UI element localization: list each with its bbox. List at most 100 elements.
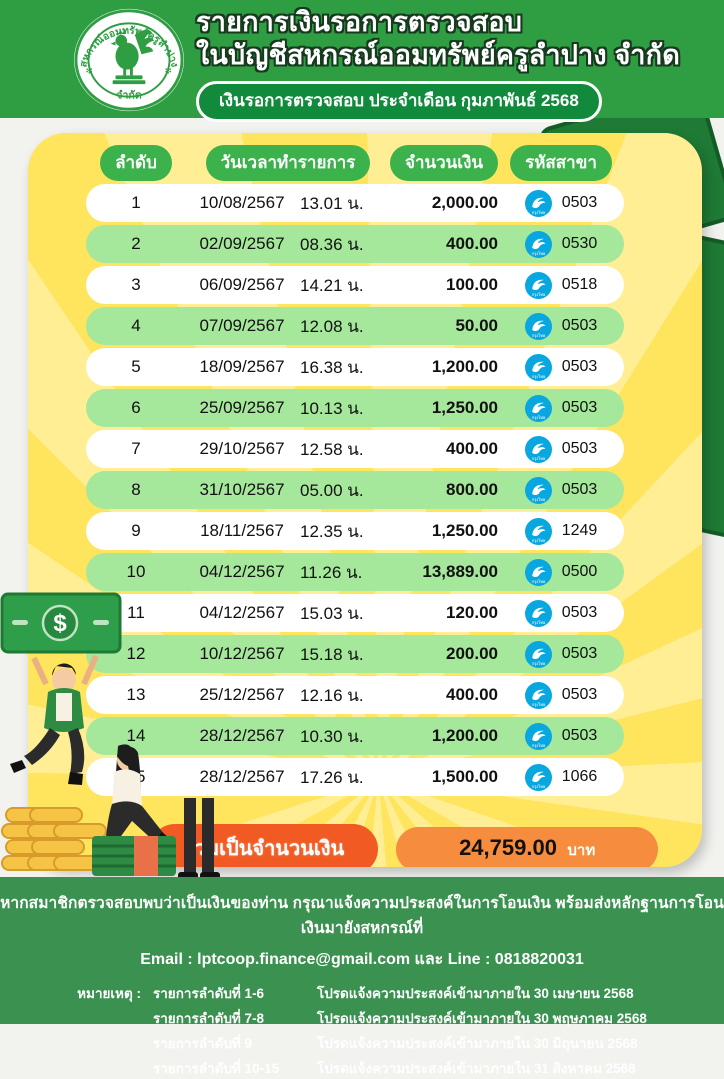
row-branch-code: 1249	[561, 522, 598, 539]
row-date: 28/12/2567	[199, 726, 285, 745]
row-branch-code: 0503	[561, 481, 598, 498]
row-amount: 400.00	[446, 234, 498, 253]
money-people-illustration: $	[0, 588, 240, 883]
note-range: รายการลำดับที่ 7-8	[152, 1011, 265, 1026]
row-branch-code: 0518	[561, 276, 598, 293]
note-deadline: โปรดแจ้งความประสงค์เข้ามาภายใน 30 พฤษภาค…	[316, 1011, 647, 1026]
transactions-table: ลำดับ วันเวลาทำรายการ จำนวนเงิน รหัสสาขา…	[86, 145, 624, 799]
row-time: 16.38 น.	[300, 357, 364, 377]
page-title-line2: ในบัญชีสหกรณ์ออมทรัพย์ครูลำปาง จำกัด	[196, 40, 680, 70]
table-row: 5 18/09/2567 16.38 น. 1,200.00 กรุงไทย 0…	[86, 348, 624, 386]
bank-label: กรุงไทย	[531, 661, 545, 667]
row-number: 11	[127, 603, 145, 622]
row-number: 8	[131, 480, 141, 499]
bank-label: กรุงไทย	[531, 374, 545, 380]
row-amount: 120.00	[446, 603, 498, 622]
row-number: 10	[126, 562, 146, 581]
table-row: 1 10/08/2567 13.01 น. 2,000.00 กรุงไทย 0…	[86, 184, 624, 222]
table-row: 13 25/12/2567 12.16 น. 400.00 กรุงไทย 05…	[86, 676, 624, 714]
row-branch-code: 0503	[561, 317, 598, 334]
row-time: 15.18 น.	[300, 644, 364, 664]
column-header-amount: จำนวนเงิน	[390, 145, 499, 181]
krungthai-bank-icon: กรุงไทย	[524, 476, 552, 504]
note-range: รายการลำดับที่ 1-6	[152, 986, 265, 1001]
krungthai-bank-icon: กรุงไทย	[524, 353, 552, 381]
row-time: 11.26 น.	[300, 562, 363, 582]
row-number: 13	[126, 685, 146, 704]
row-time: 12.58 น.	[300, 439, 364, 459]
footer: หากสมาชิกตรวจสอบพบว่าเป็นเงินของท่าน กรุ…	[0, 877, 724, 1076]
row-amount: 1,200.00	[431, 726, 498, 745]
note-range: รายการลำดับที่ 9	[152, 1036, 253, 1051]
row-number: 14	[126, 726, 146, 745]
table-row: 15 28/12/2567 17.26 น. 1,500.00 กรุงไทย …	[86, 758, 624, 796]
krungthai-bank-icon: กรุงไทย	[524, 435, 552, 463]
svg-text:$: $	[53, 610, 67, 637]
row-number: 7	[131, 439, 141, 458]
bank-label: กรุงไทย	[531, 702, 545, 708]
krungthai-bank-icon: กรุงไทย	[524, 722, 552, 750]
table-row: 11 04/12/2567 15.03 น. 120.00 กรุงไทย 05…	[86, 594, 624, 632]
row-branch-code: 0503	[561, 440, 598, 457]
krungthai-bank-icon: กรุงไทย	[524, 394, 552, 422]
row-date: 25/12/2567	[199, 685, 285, 704]
krungthai-bank-icon: กรุงไทย	[524, 189, 552, 217]
column-header-datetime: วันเวลาทำรายการ	[205, 145, 371, 181]
row-amount: 200.00	[446, 644, 498, 663]
row-date: 02/09/2567	[199, 234, 285, 253]
rooster-icon	[110, 29, 155, 85]
krungthai-bank-icon: กรุงไทย	[524, 599, 552, 627]
bank-label: กรุงไทย	[531, 620, 545, 626]
sitting-woman	[106, 744, 174, 857]
row-date: 10/08/2567	[199, 193, 285, 212]
column-header-no: ลำดับ	[100, 145, 172, 181]
jumping-man	[10, 654, 99, 785]
bank-label: กรุงไทย	[531, 333, 545, 339]
table-row: 14 28/12/2567 10.30 น. 1,200.00 กรุงไทย …	[86, 717, 624, 755]
table-row: 3 06/09/2567 14.21 น. 100.00 กรุงไทย 051…	[86, 266, 624, 304]
row-amount: 1,200.00	[431, 357, 498, 376]
row-date: 06/09/2567	[199, 275, 285, 294]
row-number: 1	[131, 193, 141, 212]
row-amount: 100.00	[446, 275, 498, 294]
krungthai-bank-icon: กรุงไทย	[524, 271, 552, 299]
row-time: 10.30 น.	[300, 726, 364, 746]
krungthai-bank-icon: กรุงไทย	[524, 230, 552, 258]
row-date: 07/09/2567	[199, 316, 285, 335]
row-branch-code: 0530	[561, 235, 598, 252]
krungthai-bank-icon: กรุงไทย	[524, 763, 552, 791]
svg-text:✻: ✻	[86, 66, 93, 76]
bank-label: กรุงไทย	[531, 743, 545, 749]
row-number: 9	[131, 521, 141, 540]
dollar-banknote-icon: $	[0, 592, 122, 654]
logo-bottom-text: จำกัด	[116, 90, 142, 102]
row-time: 08.36 น.	[300, 234, 364, 254]
row-date: 18/11/2567	[200, 521, 284, 540]
row-number: 6	[131, 398, 141, 417]
row-number: 2	[131, 234, 141, 253]
coop-seal-icon: สหกรณ์ออมทรัพย์ครูลำปาง จำกัด ✻ ✻	[74, 8, 184, 112]
bank-label: กรุงไทย	[531, 456, 545, 462]
row-number: 5	[131, 357, 141, 376]
total-currency: บาท	[567, 841, 596, 859]
body-area: ลำดับ วันเวลาทำรายการ จำนวนเงิน รหัสสาขา…	[0, 83, 724, 880]
coop-logo: สหกรณ์ออมทรัพย์ครูลำปาง จำกัด ✻ ✻	[70, 6, 188, 114]
row-amount: 1,250.00	[431, 398, 498, 417]
row-branch-code: 0503	[561, 645, 598, 662]
row-amount: 800.00	[446, 480, 498, 499]
header: สหกรณ์ออมทรัพย์ครูลำปาง จำกัด ✻ ✻	[0, 0, 724, 122]
total-amount: 24,759.00	[459, 834, 557, 860]
row-time: 14.21 น.	[300, 275, 364, 295]
table-row: 2 02/09/2567 08.36 น. 400.00 กรุงไทย 053…	[86, 225, 624, 263]
row-date: 31/10/2567	[199, 480, 285, 499]
row-amount: 1,500.00	[431, 767, 498, 786]
coin-stack-icon	[1, 807, 107, 871]
row-number: 3	[131, 275, 141, 294]
bank-label: กรุงไทย	[531, 538, 545, 544]
row-time: 12.35 น.	[300, 521, 364, 541]
row-date: 18/09/2567	[199, 357, 285, 376]
row-amount: 400.00	[446, 685, 498, 704]
notes-label: หมายเหตุ :	[77, 986, 141, 1001]
row-date: 04/12/2567	[199, 603, 285, 622]
